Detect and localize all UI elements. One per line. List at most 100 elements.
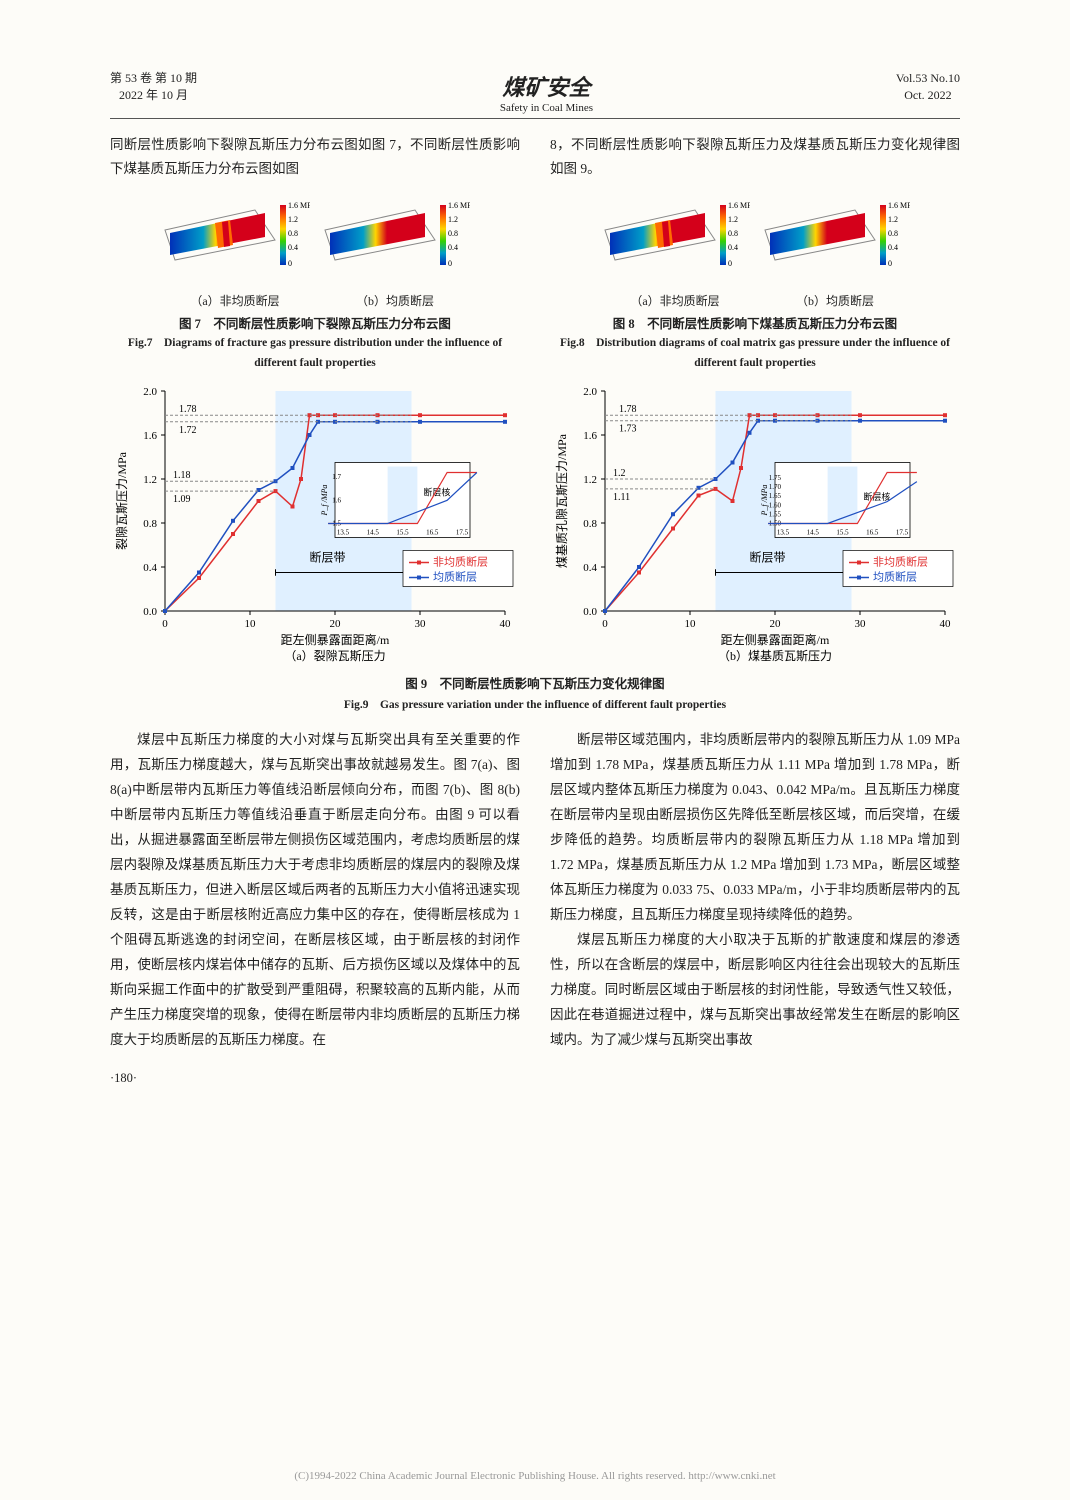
svg-text:1.70: 1.70: [769, 483, 782, 491]
svg-text:均质断层: 均质断层: [433, 569, 477, 583]
svg-text:0.8: 0.8: [728, 229, 738, 238]
fig9-cap-en: Fig.9 Gas pressure variation under the i…: [344, 699, 726, 711]
svg-text:0.8: 0.8: [288, 229, 298, 238]
journal-title-cn: 煤矿安全: [500, 70, 593, 102]
date-line: 2022 年 10 月: [110, 87, 197, 104]
fig7-cap-cn: 图 7 不同断层性质影响下裂隙瓦斯压力分布云图: [179, 317, 451, 331]
body-columns: 煤层中瓦斯压力梯度的大小对煤与瓦斯突出具有至关重要的作用，瓦斯压力梯度越大，煤与…: [110, 728, 960, 1053]
svg-text:1.2: 1.2: [728, 215, 738, 224]
svg-text:17.5: 17.5: [456, 528, 469, 536]
svg-text:（a）裂隙瓦斯压力: （a）裂隙瓦斯压力: [284, 649, 385, 663]
svg-text:断层核: 断层核: [863, 491, 890, 502]
svg-text:0.8: 0.8: [888, 229, 898, 238]
svg-text:0.4: 0.4: [448, 243, 458, 252]
page: 第 53 卷 第 10 期 2022 年 10 月 煤矿安全 Safety in…: [0, 0, 1070, 1500]
svg-text:1.55: 1.55: [769, 510, 782, 518]
svg-text:10: 10: [245, 618, 257, 630]
svg-text:1.72: 1.72: [179, 425, 197, 436]
right-p2: 煤层瓦斯压力梯度的大小取决于瓦斯的扩散速度和煤层的渗透性，所以在含断层的煤层中，…: [550, 928, 960, 1053]
svg-text:0.0: 0.0: [143, 606, 157, 618]
svg-text:1.2: 1.2: [888, 215, 898, 224]
svg-text:1.73: 1.73: [619, 424, 637, 435]
vol-line: 第 53 卷 第 10 期: [110, 70, 197, 87]
fig8-cap-en: Fig.8 Distribution diagrams of coal matr…: [560, 337, 950, 368]
svg-text:断层核: 断层核: [423, 487, 450, 498]
svg-text:非均质断层: 非均质断层: [873, 554, 928, 568]
fig7-panel-a: 1.6 MPa 1.2 0.8 0.4 0 （a）非均质断层: [160, 190, 310, 309]
fig9-cap-cn: 图 9 不同断层性质影响下瓦斯压力变化规律图: [405, 677, 664, 691]
svg-text:1.2: 1.2: [288, 215, 298, 224]
svg-text:0: 0: [602, 618, 608, 630]
svg-text:0: 0: [288, 259, 292, 268]
fig7: 1.6 MPa 1.2 0.8 0.4 0 （a）非均质断层: [110, 190, 520, 372]
fig9-chart-b: 0102030400.00.40.81.21.62.0煤基质孔隙瓦斯压力/MPa…: [550, 376, 960, 666]
right-p1: 断层带区域范围内，非均质断层带内的裂隙瓦斯压力从 1.09 MPa 增加到 1.…: [550, 728, 960, 928]
svg-text:非均质断层: 非均质断层: [433, 554, 488, 568]
fig7a-label: （a）非均质断层: [160, 292, 310, 309]
svg-text:断层带: 断层带: [750, 549, 786, 564]
fig7-caption: 图 7 不同断层性质影响下裂隙瓦斯压力分布云图 Fig.7 Diagrams o…: [110, 315, 520, 372]
footer: (C)1994-2022 China Academic Journal Elec…: [0, 1470, 1070, 1482]
fig7-panel-b: 1.6 MPa 1.2 0.8 0.4 0 （b）均质断层: [320, 190, 470, 309]
svg-text:40: 40: [940, 618, 952, 630]
svg-text:15.5: 15.5: [836, 528, 849, 536]
svg-text:13.5: 13.5: [337, 528, 350, 536]
svg-text:1.6: 1.6: [583, 430, 597, 442]
svg-text:16.5: 16.5: [426, 528, 439, 536]
svg-text:13.5: 13.5: [777, 528, 790, 536]
svg-text:15.5: 15.5: [396, 528, 409, 536]
svg-text:0: 0: [162, 618, 168, 630]
page-header: 第 53 卷 第 10 期 2022 年 10 月 煤矿安全 Safety in…: [110, 70, 960, 119]
fig8a-label: （a）非均质断层: [600, 292, 750, 309]
svg-text:1.78: 1.78: [619, 404, 637, 415]
svg-text:0.4: 0.4: [288, 243, 298, 252]
svg-text:0.4: 0.4: [888, 243, 898, 252]
svg-text:20: 20: [770, 618, 782, 630]
svg-text:14.5: 14.5: [807, 528, 820, 536]
svg-text:1.60: 1.60: [769, 501, 782, 509]
svg-text:1.6: 1.6: [332, 496, 341, 504]
svg-text:1.65: 1.65: [769, 492, 782, 500]
svg-text:14.5: 14.5: [367, 528, 380, 536]
svg-text:0: 0: [728, 259, 732, 268]
intro-right: 8，不同断层性质影响下裂隙瓦斯压力及煤基质瓦斯压力变化规律图如图 9。: [550, 133, 960, 182]
svg-text:17.5: 17.5: [896, 528, 909, 536]
header-left: 第 53 卷 第 10 期 2022 年 10 月: [110, 70, 197, 104]
svg-text:30: 30: [855, 618, 867, 630]
svg-text:（b）煤基质瓦斯压力: （b）煤基质瓦斯压力: [718, 649, 832, 663]
svg-text:0.4: 0.4: [143, 562, 157, 574]
right-vol: Vol.53 No.10: [896, 70, 960, 87]
svg-text:P_f /MPa: P_f /MPa: [320, 484, 329, 516]
svg-text:1.75: 1.75: [769, 474, 782, 482]
fig9-row: 0102030400.00.40.81.21.62.0裂隙瓦斯压力/MPa距左侧…: [110, 376, 960, 666]
right-date: Oct. 2022: [896, 87, 960, 104]
svg-text:1.2: 1.2: [613, 468, 626, 479]
svg-text:0.4: 0.4: [728, 243, 738, 252]
svg-text:1.11: 1.11: [613, 492, 630, 503]
svg-text:断层带: 断层带: [310, 549, 346, 564]
fig8-cap-cn: 图 8 不同断层性质影响下煤基质瓦斯压力分布云图: [613, 317, 897, 331]
svg-text:0.8: 0.8: [583, 518, 597, 530]
fig7-cap-en: Fig.7 Diagrams of fracture gas pressure …: [128, 337, 502, 368]
fig8-caption: 图 8 不同断层性质影响下煤基质瓦斯压力分布云图 Fig.8 Distribut…: [550, 315, 960, 372]
svg-text:0.0: 0.0: [583, 606, 597, 618]
page-number: ·180·: [110, 1071, 960, 1086]
svg-text:0.4: 0.4: [583, 562, 597, 574]
fig9-chart-a: 0102030400.00.40.81.21.62.0裂隙瓦斯压力/MPa距左侧…: [110, 376, 520, 666]
svg-text:1.2: 1.2: [143, 474, 157, 486]
svg-text:1.6 MPa: 1.6 MPa: [448, 201, 470, 210]
intro-row: 同断层性质影响下裂隙瓦斯压力分布云图如图 7，不同断层性质影响下煤基质瓦斯压力分…: [110, 133, 960, 182]
svg-text:10: 10: [685, 618, 697, 630]
svg-text:1.2: 1.2: [583, 474, 597, 486]
fig8-panel-a: 1.6 MPa 1.2 0.8 0.4 0 （a）非均质断层: [600, 190, 750, 309]
svg-text:1.09: 1.09: [173, 494, 191, 505]
body-right: 断层带区域范围内，非均质断层带内的裂隙瓦斯压力从 1.09 MPa 增加到 1.…: [550, 728, 960, 1053]
svg-text:裂隙瓦斯压力/MPa: 裂隙瓦斯压力/MPa: [115, 451, 129, 550]
svg-text:距左侧暴露面距离/m: 距左侧暴露面距离/m: [281, 632, 390, 647]
svg-text:1.6 MPa: 1.6 MPa: [888, 201, 910, 210]
svg-text:0: 0: [448, 259, 452, 268]
svg-text:煤基质孔隙瓦斯压力/MPa: 煤基质孔隙瓦斯压力/MPa: [555, 433, 569, 568]
body-left: 煤层中瓦斯压力梯度的大小对煤与瓦斯突出具有至关重要的作用，瓦斯压力梯度越大，煤与…: [110, 728, 520, 1053]
svg-text:1.6: 1.6: [143, 430, 157, 442]
svg-text:30: 30: [415, 618, 427, 630]
